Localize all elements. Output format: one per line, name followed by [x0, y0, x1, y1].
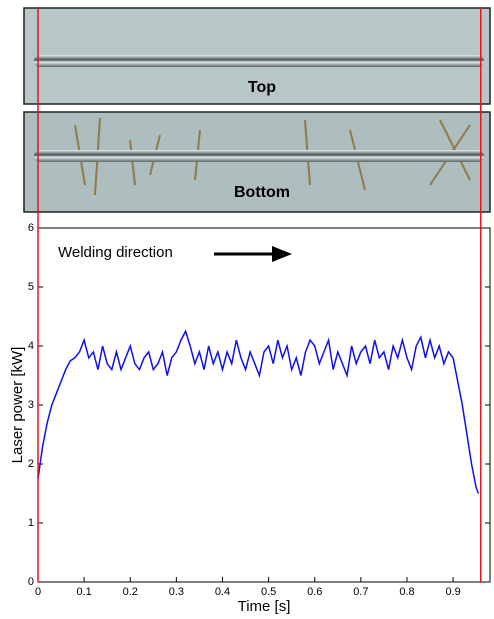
x-tick-label: 0.7 — [353, 586, 368, 598]
data-line — [37, 329, 480, 494]
y-tick-label: 4 — [28, 340, 34, 352]
x-tick-label: 0.9 — [445, 586, 460, 598]
x-tick-label: 0.5 — [261, 586, 276, 598]
x-tick-label: 0.4 — [215, 586, 230, 598]
y-tick-label: 2 — [28, 458, 34, 470]
y-tick-label: 1 — [28, 517, 34, 529]
annotation: Welding direction — [58, 244, 173, 261]
y-tick-label: 0 — [28, 576, 34, 588]
x-tick-label: 0.1 — [76, 586, 91, 598]
photo-top: Top — [23, 7, 491, 105]
x-tick-label: 0.2 — [123, 586, 138, 598]
photo-label: Top — [248, 79, 276, 96]
photo-label: Bottom — [234, 184, 290, 201]
y-tick-label: 5 — [28, 281, 34, 293]
y-axis-label: Laser power [kW] — [9, 347, 26, 464]
y-tick-label: 3 — [28, 399, 34, 411]
y-tick-label: 6 — [28, 222, 34, 234]
x-axis-label: Time [s] — [238, 598, 291, 615]
x-tick-label: 0 — [35, 586, 41, 598]
x-tick-label: 0.8 — [399, 586, 414, 598]
plot-frame — [37, 227, 491, 583]
direction-arrow — [214, 246, 292, 262]
x-tick-label: 0.3 — [169, 586, 184, 598]
x-tick-label: 0.6 — [307, 586, 322, 598]
photo-bottom: Bottom — [23, 111, 491, 213]
